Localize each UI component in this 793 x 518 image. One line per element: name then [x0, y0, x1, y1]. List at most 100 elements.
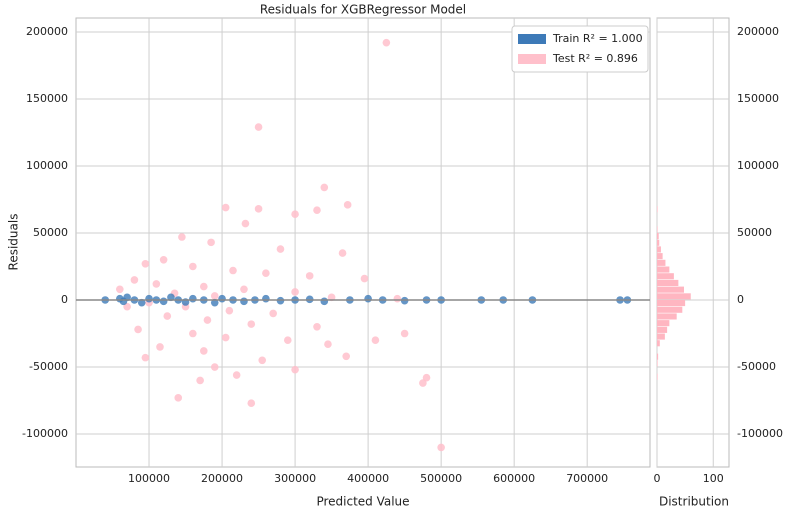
- point: [210, 363, 219, 371]
- point: [199, 347, 208, 355]
- y-tick-label: 150000: [26, 92, 68, 105]
- x-tick-label: 100000: [128, 472, 170, 485]
- point: [159, 297, 168, 306]
- point: [174, 394, 183, 402]
- point: [123, 293, 131, 302]
- y-tick-label: 50000: [33, 226, 68, 239]
- histogram-bar: [657, 273, 674, 280]
- y-tick-label: 150000: [737, 92, 779, 105]
- y-axis-label: Residuals: [7, 214, 21, 271]
- point: [400, 329, 409, 338]
- point: [320, 183, 329, 192]
- point: [382, 38, 391, 47]
- x-tick-label: 600000: [493, 472, 535, 485]
- point: [196, 376, 204, 385]
- point: [134, 325, 142, 334]
- point: [324, 340, 332, 349]
- point: [254, 123, 263, 131]
- point: [305, 272, 314, 280]
- point: [145, 294, 153, 303]
- histogram-bar: [657, 340, 660, 347]
- point: [262, 294, 270, 303]
- histogram-bar: [657, 286, 684, 293]
- point: [167, 293, 175, 302]
- x-tick-label: 200000: [201, 472, 243, 485]
- point: [247, 399, 256, 408]
- point: [141, 260, 150, 268]
- point: [241, 219, 250, 228]
- y-tick-label: -100000: [22, 427, 68, 440]
- point: [156, 343, 164, 351]
- point: [327, 293, 336, 302]
- point: [254, 205, 263, 213]
- y-tick-label: 100000: [26, 159, 68, 172]
- y-tick-label: 50000: [737, 226, 772, 239]
- y-tick-label: -50000: [29, 360, 68, 373]
- histogram-area: [656, 17, 730, 468]
- point: [320, 297, 329, 306]
- point: [291, 210, 299, 219]
- histogram-x-label: Distribution: [659, 495, 729, 509]
- point: [276, 245, 285, 253]
- point: [343, 201, 352, 209]
- x-tick-label: 400000: [347, 472, 389, 485]
- legend-label: Test R² = 0.896: [552, 52, 638, 65]
- point: [210, 292, 219, 300]
- x-tick-label: 100: [703, 472, 724, 485]
- point: [189, 262, 197, 271]
- point: [199, 282, 208, 291]
- y-tick-label: 0: [737, 293, 744, 306]
- point: [258, 356, 267, 365]
- y-tick-label: -50000: [737, 360, 776, 373]
- point: [159, 255, 168, 264]
- x-axis-label: Predicted Value: [316, 495, 409, 509]
- point: [291, 288, 299, 296]
- x-tick-label: 500000: [420, 472, 462, 485]
- histogram-bar: [657, 266, 670, 273]
- point: [130, 276, 139, 284]
- point: [163, 312, 172, 320]
- plot-area: [75, 17, 651, 468]
- point: [342, 352, 351, 361]
- histogram-bar: [657, 320, 670, 327]
- point: [189, 294, 197, 303]
- point: [203, 316, 212, 324]
- point: [313, 206, 321, 214]
- histogram-bar: [657, 253, 663, 260]
- histogram-bar: [657, 306, 683, 313]
- point: [419, 379, 427, 387]
- x-tick-label: 300000: [274, 472, 316, 485]
- histogram-bar: [657, 246, 661, 253]
- histogram-bar: [657, 226, 658, 233]
- point: [221, 203, 230, 212]
- histogram-bar: [657, 239, 660, 246]
- point: [360, 274, 369, 283]
- y-tick-label: 200000: [737, 25, 779, 38]
- y-tick-label: 0: [61, 293, 68, 306]
- point: [291, 365, 299, 374]
- point: [269, 309, 277, 318]
- point: [141, 353, 150, 362]
- x-tick-label: 700000: [566, 472, 608, 485]
- point: [371, 336, 380, 345]
- legend-swatch: [518, 54, 546, 64]
- histogram-bar: [657, 313, 677, 320]
- histogram-bar: [657, 373, 658, 380]
- histogram-bar: [657, 232, 659, 240]
- point: [229, 266, 237, 275]
- histogram-bar: [657, 360, 658, 367]
- point: [393, 294, 402, 303]
- point: [364, 294, 372, 303]
- y-tick-label: 200000: [26, 25, 68, 38]
- point: [240, 285, 248, 294]
- histogram-bar: [657, 326, 668, 333]
- point: [221, 333, 230, 342]
- point: [123, 302, 131, 311]
- point: [283, 336, 292, 345]
- point: [338, 249, 347, 257]
- histogram-bar: [657, 293, 691, 300]
- histogram-bar: [657, 333, 665, 340]
- point: [152, 280, 161, 288]
- histogram-bar: [657, 206, 658, 213]
